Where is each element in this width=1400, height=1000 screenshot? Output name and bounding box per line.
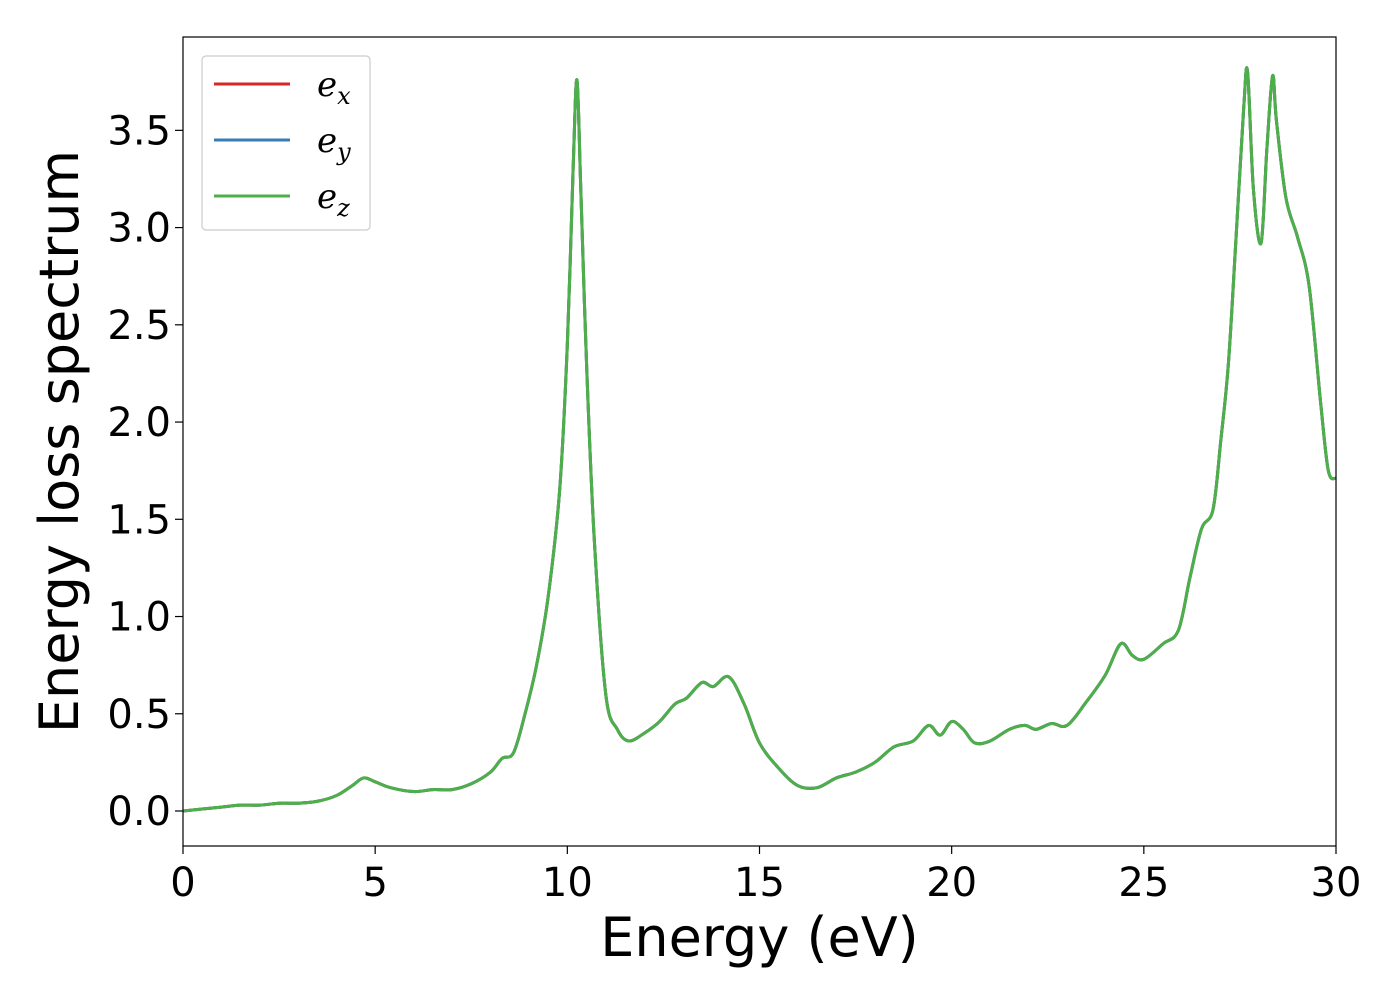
series-line-e_z [183, 66, 1336, 813]
y-tick-label: 1.0 [107, 595, 171, 641]
x-tick-label: 30 [1311, 860, 1362, 906]
x-tick-label: 10 [542, 860, 593, 906]
y-tick-label: 2.5 [107, 303, 171, 349]
series-layer [183, 66, 1336, 813]
legend: ex ey ez [201, 55, 371, 231]
y-tick-label: 0.5 [107, 692, 171, 738]
x-tick-label: 5 [362, 860, 387, 906]
y-tick-label: 3.5 [107, 108, 171, 154]
x-tick-label: 25 [1118, 860, 1169, 906]
legend-entry-e_y: ey [214, 121, 351, 166]
y-tick-label: 1.5 [107, 497, 171, 543]
legend-label: ey [317, 121, 351, 166]
legend-entry-e_x: ex [214, 65, 351, 110]
y-axis-ticks: 0.0 0.5 1.0 1.5 2.0 2.5 3.0 3.5 [107, 108, 183, 835]
x-tick-label: 0 [170, 860, 195, 906]
y-tick-label: 0.0 [107, 789, 171, 835]
y-tick-label: 3.0 [107, 206, 171, 252]
y-tick-label: 2.0 [107, 400, 171, 446]
x-axis-label: Energy (eV) [600, 906, 919, 969]
legend-label: ex [317, 65, 351, 110]
x-tick-label: 20 [926, 860, 977, 906]
y-axis-label: Energy loss spectrum [28, 150, 91, 733]
x-tick-label: 15 [734, 860, 785, 906]
legend-box [201, 55, 371, 231]
legend-label: ez [317, 177, 350, 222]
legend-entry-e_z: ez [214, 177, 350, 222]
x-axis-ticks: 0 5 10 15 20 25 30 [170, 846, 1361, 906]
